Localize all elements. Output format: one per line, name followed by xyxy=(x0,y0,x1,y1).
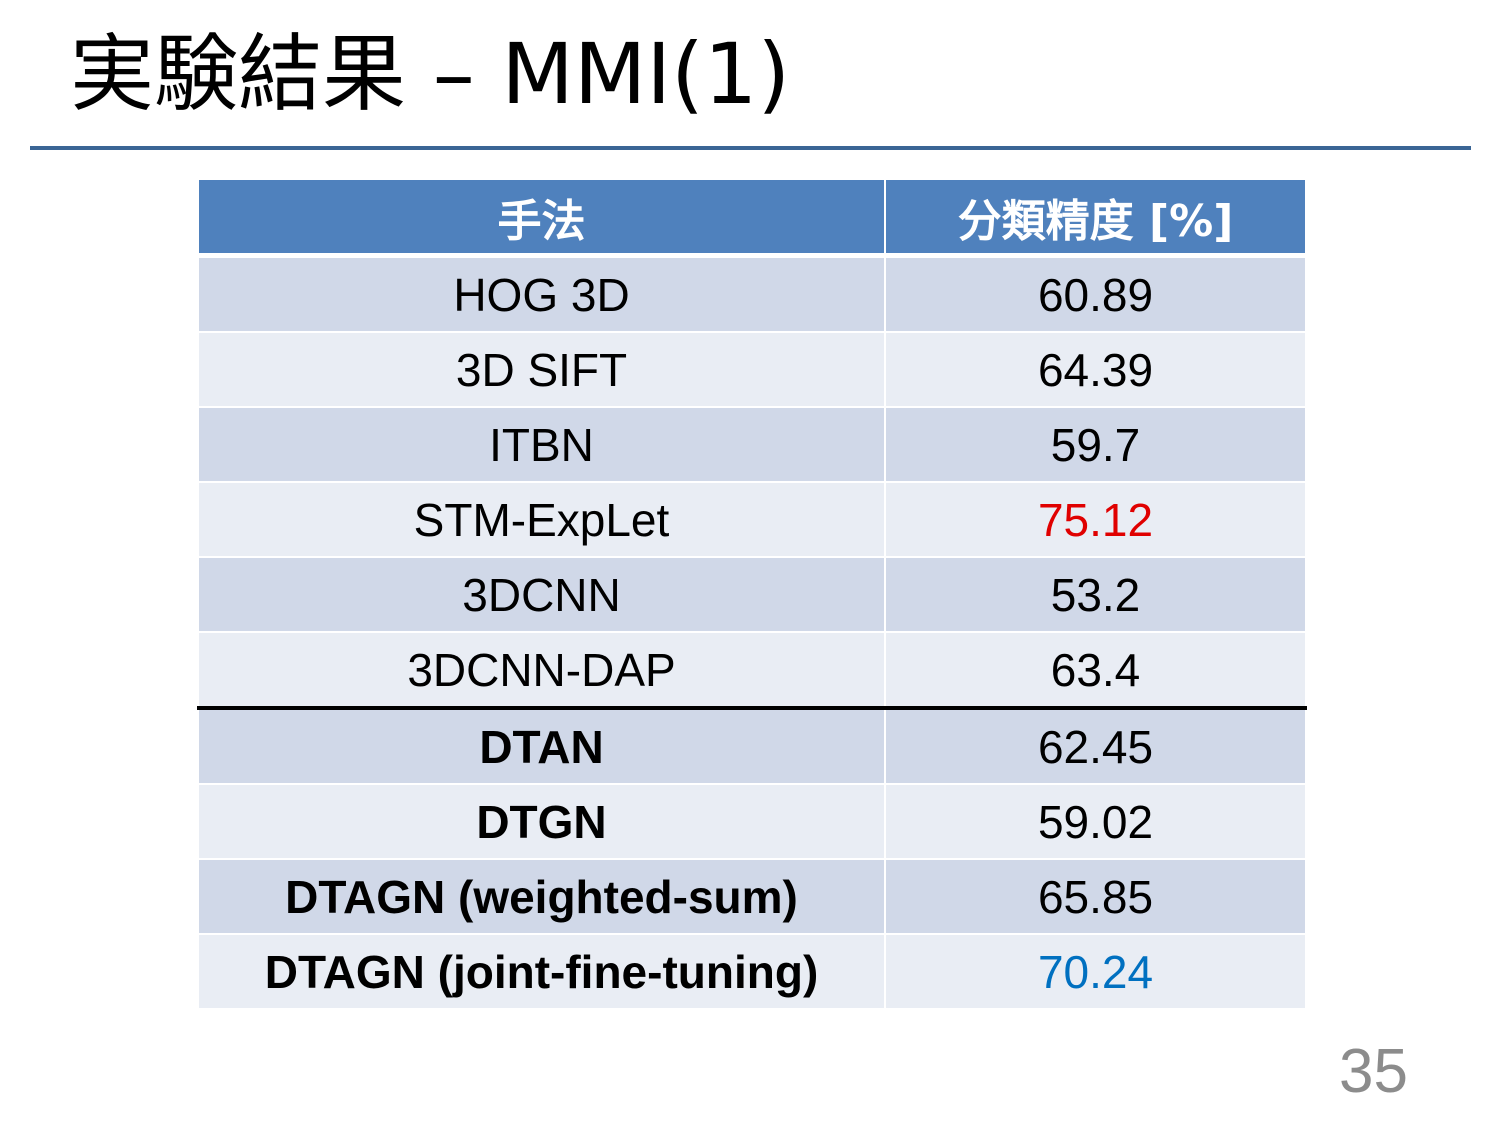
results-table: 手法 分類精度 [%] HOG 3D 60.89 3D SIFT 64.39 ITBN 5… xyxy=(197,178,1307,1010)
table-header-row: 手法 分類精度 [%] xyxy=(197,178,1307,258)
accuracy-cell: 64.39 xyxy=(884,331,1307,408)
table-row: 3DCNN-DAP 63.4 xyxy=(197,631,1307,710)
table-row: 3D SIFT 64.39 xyxy=(197,331,1307,408)
method-cell: 3DCNN-DAP xyxy=(197,631,886,710)
method-cell: DTAN xyxy=(197,707,886,785)
table-body: HOG 3D 60.89 3D SIFT 64.39 ITBN 59.7 STM-ExpLe… xyxy=(197,254,1307,1010)
accuracy-cell: 63.4 xyxy=(884,631,1307,710)
table-row: HOG 3D 60.89 xyxy=(197,254,1307,333)
table-row: DTAN 62.45 xyxy=(197,707,1307,785)
method-cell: DTGN xyxy=(197,783,886,860)
method-cell: DTAGN (joint-fine-tuning) xyxy=(197,933,886,1010)
method-cell: STM-ExpLet xyxy=(197,481,886,558)
method-cell: 3D SIFT xyxy=(197,331,886,408)
title-divider xyxy=(30,146,1471,150)
accuracy-cell: 53.2 xyxy=(884,556,1307,633)
table-row: DTAGN (weighted-sum) 65.85 xyxy=(197,858,1307,935)
table-row: ITBN 59.7 xyxy=(197,406,1307,483)
slide-title: 実験結果 – MMI(1) xyxy=(70,25,791,123)
header-method: 手法 xyxy=(197,178,886,258)
table-row: 3DCNN 53.2 xyxy=(197,556,1307,633)
accuracy-cell: 59.7 xyxy=(884,406,1307,483)
method-cell: ITBN xyxy=(197,406,886,483)
accuracy-cell: 70.24 xyxy=(884,933,1307,1010)
header-accuracy: 分類精度 [%] xyxy=(884,178,1307,258)
method-cell: HOG 3D xyxy=(197,254,886,333)
accuracy-cell: 65.85 xyxy=(884,858,1307,935)
accuracy-cell: 75.12 xyxy=(884,481,1307,558)
accuracy-cell: 62.45 xyxy=(884,707,1307,785)
table-row: DTGN 59.02 xyxy=(197,783,1307,860)
table-row: DTAGN (joint-fine-tuning) 70.24 xyxy=(197,933,1307,1010)
table-row: STM-ExpLet 75.12 xyxy=(197,481,1307,558)
accuracy-cell: 60.89 xyxy=(884,254,1307,333)
method-cell: DTAGN (weighted-sum) xyxy=(197,858,886,935)
accuracy-cell: 59.02 xyxy=(884,783,1307,860)
page-number: 35 xyxy=(1339,1037,1408,1106)
method-cell: 3DCNN xyxy=(197,556,886,633)
